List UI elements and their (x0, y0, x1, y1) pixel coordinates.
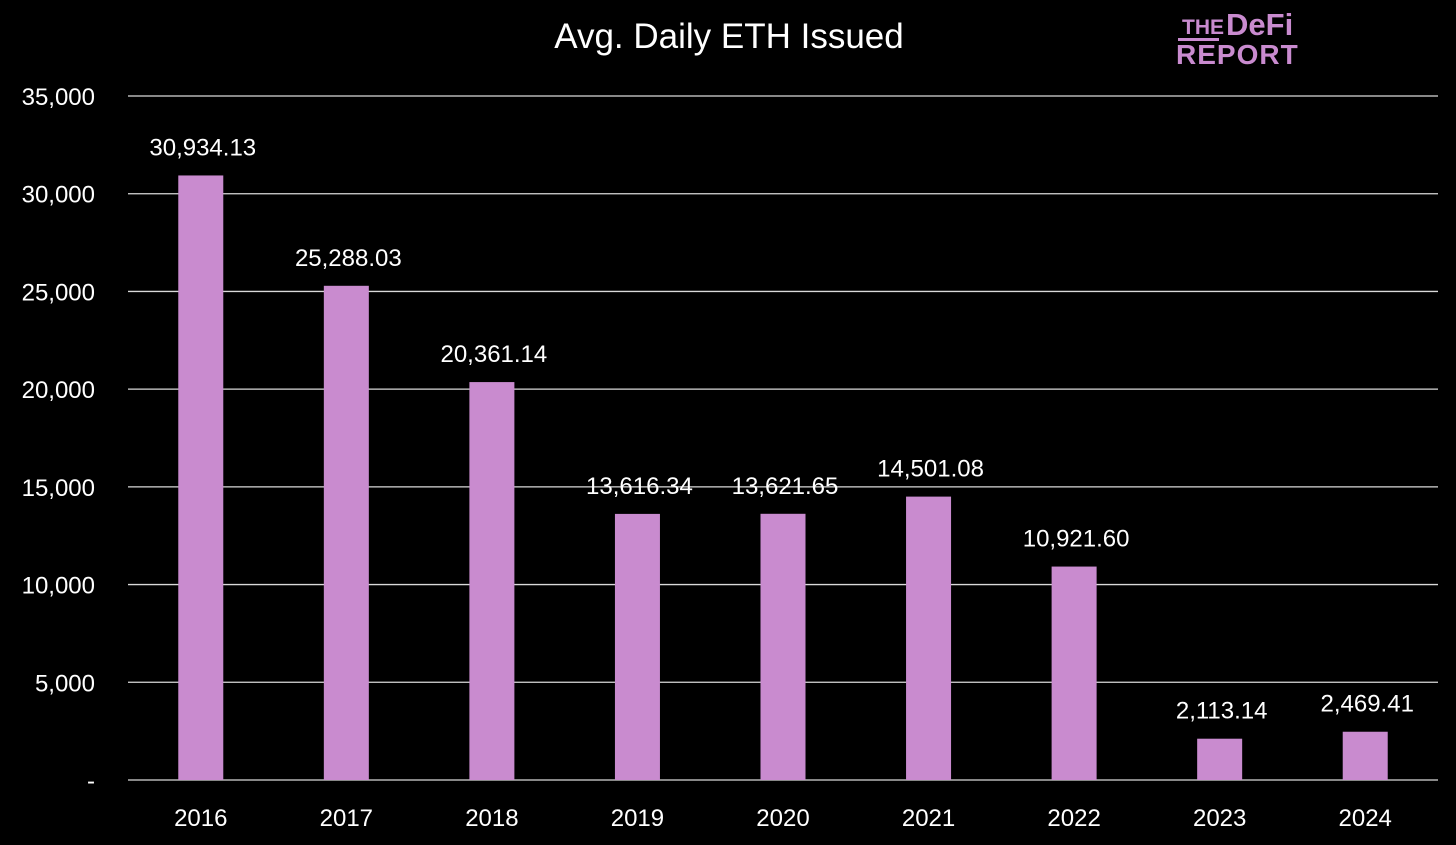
data-label: 13,621.65 (732, 473, 839, 500)
bar-2018 (469, 382, 515, 780)
x-tick-label: 2023 (1193, 805, 1246, 832)
y-tick-label: 25,000 (22, 279, 95, 306)
x-tick-label: 2021 (902, 805, 955, 832)
logo-report-text: REPORT (1176, 39, 1299, 70)
data-labels: 30,934.13 25,288.03 20,361.14 13,616.34 13,6… (149, 134, 1414, 724)
y-tick-label: 10,000 (22, 573, 95, 600)
data-label: 2,113.14 (1176, 698, 1268, 725)
y-tick-label: 35,000 (22, 84, 95, 111)
y-tick-label: 15,000 (22, 475, 95, 502)
bar-2023 (1197, 738, 1243, 780)
chart-title: Avg. Daily ETH Issued (554, 17, 904, 56)
y-tick-label: 30,000 (22, 182, 95, 209)
bar-2024 (1342, 731, 1388, 780)
data-label: 20,361.14 (440, 341, 547, 368)
logo-defi-text: DeFi (1226, 7, 1293, 42)
bar-2022 (1051, 566, 1097, 780)
x-tick-label: 2019 (611, 805, 664, 832)
logo-underline (1178, 38, 1219, 41)
data-label: 25,288.03 (295, 245, 402, 272)
x-tick-label: 2020 (756, 805, 809, 832)
bar-2020 (760, 513, 806, 780)
logo-the-text: THE (1182, 16, 1224, 39)
x-tick-label: 2018 (465, 805, 518, 832)
y-tick-label: - (87, 768, 95, 795)
y-tick-label: 5,000 (35, 670, 95, 697)
bars (178, 175, 1388, 780)
bar-2017 (323, 285, 369, 780)
y-tick-label: 20,000 (22, 377, 95, 404)
x-tick-label: 2024 (1339, 805, 1392, 832)
x-tick-label: 2017 (320, 805, 373, 832)
bar-2021 (906, 496, 952, 780)
data-label: 13,616.34 (586, 473, 693, 500)
y-axis-ticks: - 5,000 10,000 15,000 20,000 25,000 30,000 35,0… (22, 84, 95, 795)
x-tick-label: 2016 (174, 805, 227, 832)
data-label: 14,501.08 (877, 456, 984, 483)
bar-2019 (614, 513, 660, 780)
x-tick-label: 2022 (1047, 805, 1100, 832)
x-axis-ticks: 2016 2017 2018 2019 2020 2021 2022 2023 2024 (174, 805, 1392, 832)
bar-2016 (178, 175, 224, 780)
data-label: 10,921.60 (1023, 526, 1130, 553)
data-label: 2,469.41 (1321, 691, 1414, 718)
defi-report-logo: THE DeFi REPORT (1176, 7, 1299, 70)
data-label: 30,934.13 (149, 134, 256, 161)
